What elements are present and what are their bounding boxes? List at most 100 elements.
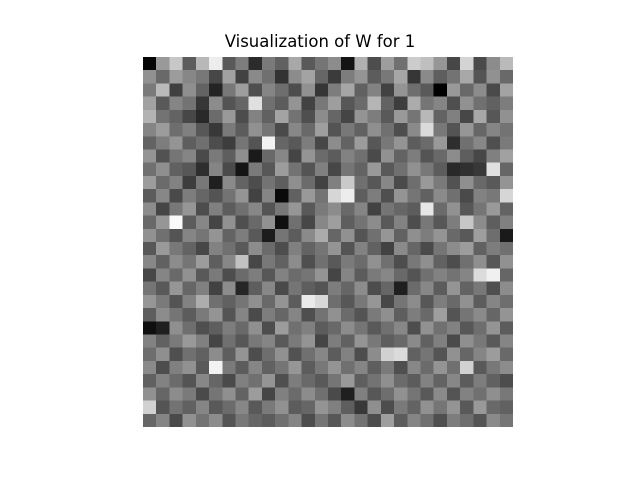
heatmap-cell-r18-c12 (301, 294, 316, 309)
heatmap-cell-r4-c12 (301, 109, 316, 124)
heatmap-cell-r10-c14 (328, 189, 342, 203)
heatmap-cell-r14-c26 (486, 242, 501, 256)
heatmap-cell-r17-c0 (143, 281, 157, 296)
heatmap-cell-r24-c23 (446, 374, 461, 388)
heatmap-cell-r10-c26 (486, 189, 501, 203)
heatmap-cell-r23-c10 (275, 360, 289, 375)
heatmap-cell-r19-c8 (248, 308, 263, 322)
heatmap-cell-r0-c4 (195, 57, 210, 71)
heatmap-cell-r16-c25 (473, 268, 488, 283)
heatmap-cell-r19-c12 (301, 308, 316, 322)
heatmap-cell-r10-c13 (314, 189, 329, 203)
heatmap-cell-r19-c26 (486, 308, 501, 322)
heatmap-cell-r11-c24 (460, 202, 474, 217)
heatmap-cell-r20-c24 (460, 321, 474, 335)
heatmap-cell-r20-c21 (420, 321, 435, 335)
heatmap-cell-r1-c13 (314, 70, 329, 84)
heatmap-cell-r11-c23 (446, 202, 461, 217)
heatmap-cell-r4-c10 (275, 109, 289, 124)
heatmap-cell-r25-c24 (460, 387, 474, 402)
heatmap-cell-r11-c17 (367, 202, 382, 217)
heatmap-cell-r27-c14 (328, 413, 342, 427)
heatmap-cell-r24-c3 (182, 374, 197, 388)
heatmap-cell-r21-c6 (222, 334, 236, 349)
heatmap-cell-r12-c20 (407, 215, 421, 230)
heatmap-cell-r1-c11 (288, 70, 303, 84)
heatmap-cell-r7-c19 (394, 149, 408, 164)
heatmap-cell-r9-c22 (433, 175, 448, 190)
heatmap-cell-r9-c21 (420, 175, 435, 190)
heatmap-cell-r18-c4 (195, 294, 210, 309)
heatmap-cell-r17-c5 (209, 281, 223, 296)
heatmap-cell-r16-c10 (275, 268, 289, 283)
heatmap-cell-r21-c0 (143, 334, 157, 349)
heatmap-cell-r3-c16 (354, 96, 369, 111)
heatmap-cell-r25-c6 (222, 387, 236, 402)
heatmap-cell-r3-c12 (301, 96, 316, 111)
heatmap-cell-r1-c8 (248, 70, 263, 84)
heatmap-cell-r22-c24 (460, 347, 474, 362)
heatmap-cell-r18-c17 (367, 294, 382, 309)
heatmap-cell-r11-c2 (169, 202, 184, 217)
heatmap-cell-r16-c11 (288, 268, 303, 283)
heatmap-cell-r3-c7 (235, 96, 250, 111)
heatmap-cell-r5-c21 (420, 123, 435, 137)
heatmap-cell-r17-c1 (156, 281, 170, 296)
heatmap-cell-r8-c5 (209, 162, 223, 177)
heatmap-cell-r6-c9 (261, 136, 276, 150)
heatmap-cell-r23-c22 (433, 360, 448, 375)
heatmap-cell-r26-c14 (328, 400, 342, 415)
heatmap-cell-r23-c11 (288, 360, 303, 375)
heatmap-cell-r25-c21 (420, 387, 435, 402)
heatmap-cell-r15-c10 (275, 255, 289, 269)
heatmap-cell-r5-c25 (473, 123, 488, 137)
heatmap-cell-r14-c5 (209, 242, 223, 256)
heatmap-cell-r15-c1 (156, 255, 170, 269)
heatmap-cell-r9-c11 (288, 175, 303, 190)
heatmap-cell-r3-c9 (261, 96, 276, 111)
heatmap-cell-r3-c14 (328, 96, 342, 111)
heatmap-cell-r0-c5 (209, 57, 223, 71)
heatmap-cell-r7-c15 (341, 149, 355, 164)
heatmap-cell-r13-c22 (433, 228, 448, 243)
heatmap-cell-r20-c10 (275, 321, 289, 335)
heatmap-cell-r20-c0 (143, 321, 157, 335)
heatmap-cell-r22-c0 (143, 347, 157, 362)
heatmap-cell-r21-c3 (182, 334, 197, 349)
heatmap-cell-r9-c8 (248, 175, 263, 190)
heatmap-cell-r12-c17 (367, 215, 382, 230)
heatmap-cell-r7-c24 (460, 149, 474, 164)
heatmap-cell-r19-c9 (261, 308, 276, 322)
heatmap-cell-r21-c9 (261, 334, 276, 349)
heatmap-cell-r19-c7 (235, 308, 250, 322)
heatmap-cell-r14-c7 (235, 242, 250, 256)
heatmap-cell-r5-c23 (446, 123, 461, 137)
heatmap-cell-r18-c14 (328, 294, 342, 309)
heatmap-cell-r8-c17 (367, 162, 382, 177)
heatmap-cell-r4-c21 (420, 109, 435, 124)
heatmap-cell-r19-c0 (143, 308, 157, 322)
heatmap-cell-r0-c20 (407, 57, 421, 71)
heatmap-cell-r13-c11 (288, 228, 303, 243)
heatmap-cell-r20-c18 (380, 321, 395, 335)
heatmap-cell-r7-c17 (367, 149, 382, 164)
heatmap-cell-r17-c25 (473, 281, 488, 296)
heatmap-cell-r12-c7 (235, 215, 250, 230)
heatmap-cell-r7-c6 (222, 149, 236, 164)
heatmap-cell-r26-c20 (407, 400, 421, 415)
heatmap-cell-r21-c22 (433, 334, 448, 349)
heatmap-cell-r9-c3 (182, 175, 197, 190)
heatmap-cell-r19-c6 (222, 308, 236, 322)
heatmap-cell-r3-c3 (182, 96, 197, 111)
heatmap-cell-r13-c12 (301, 228, 316, 243)
heatmap-cell-r16-c14 (328, 268, 342, 283)
heatmap-cell-r6-c4 (195, 136, 210, 150)
heatmap-cell-r27-c12 (301, 413, 316, 427)
heatmap-cell-r9-c2 (169, 175, 184, 190)
heatmap-cell-r20-c14 (328, 321, 342, 335)
heatmap-cell-r20-c11 (288, 321, 303, 335)
heatmap-cell-r13-c17 (367, 228, 382, 243)
heatmap-cell-r15-c9 (261, 255, 276, 269)
heatmap-cell-r21-c4 (195, 334, 210, 349)
heatmap-cell-r4-c6 (222, 109, 236, 124)
